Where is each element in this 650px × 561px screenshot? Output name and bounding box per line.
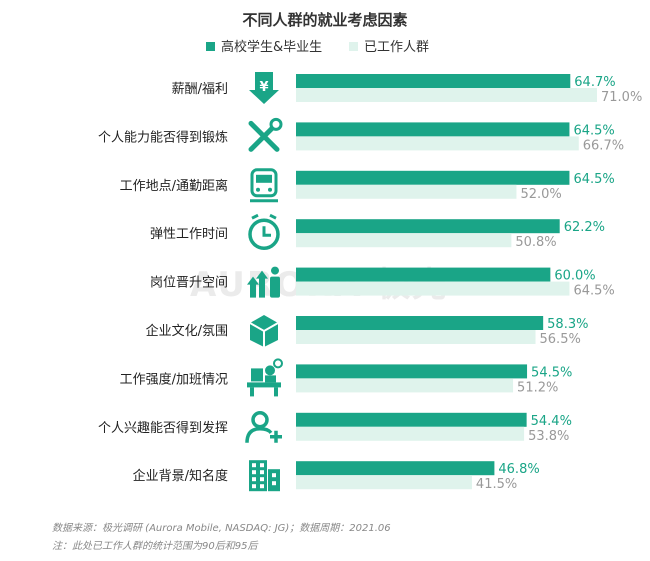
bar-series-b (296, 426, 525, 441)
bar-series-b (296, 281, 570, 296)
legend-label-series-b: 已工作人群 (364, 40, 429, 55)
chart-row: 企业背景/知名度 46.8%41.5% (133, 460, 540, 492)
data-label-series-b: 50.8% (515, 235, 556, 250)
category-label: 个人能力能否得到锻炼 (98, 129, 228, 145)
bar-series-a (296, 267, 551, 282)
chart-row: 企业文化/氛围 58.3%56.5% (146, 315, 588, 347)
chart-row: 工作地点/通勤距离 64.5% 52.0% (120, 168, 615, 203)
category-label: 岗位晋升空间 (150, 276, 228, 291)
category-label: 工作地点/通勤距离 (120, 178, 228, 194)
building-icon (249, 460, 280, 492)
legend-swatch-series-a (206, 42, 215, 51)
category-label: 薪酬/福利 (172, 82, 228, 97)
chart-row: 岗位晋升空间 60.0%64.5% (150, 266, 615, 299)
legend: 高校学生&毕业生 已工作人群 (206, 39, 429, 55)
footnote-note: 注：此处已工作人群的统计范围为90后和95后 (52, 540, 258, 552)
data-label-series-a: 64.5% (573, 172, 614, 187)
promotion-icon (247, 266, 280, 298)
bar-series-a (296, 122, 570, 137)
train-icon (250, 168, 278, 203)
bar-series-b (296, 233, 512, 248)
bar-series-b (296, 378, 514, 393)
box-icon (249, 315, 279, 347)
bar-series-a (296, 74, 571, 88)
workload-icon (247, 358, 283, 397)
add-user-icon (245, 411, 282, 443)
data-label-series-a: 64.7% (574, 75, 615, 90)
data-label-series-a: 54.4% (531, 414, 572, 429)
category-label: 企业文化/氛围 (146, 323, 228, 339)
data-label-series-b: 51.2% (517, 380, 558, 395)
bar-series-a (296, 219, 560, 234)
bar-series-a (296, 316, 544, 330)
bar-series-b (296, 88, 597, 102)
chart-rows: 薪酬/福利 ¥64.7%71.0%个人能力能否得到锻炼 64.5%66.7%工作地点… (98, 72, 642, 492)
yuan-down-arrow-icon: ¥ (249, 72, 279, 104)
footnote-source: 数据来源：极光调研 (Aurora Mobile, NASDAQ: JG)；数据… (52, 522, 391, 534)
bar-series-a (296, 170, 570, 185)
chart-row: 弹性工作时间 62.2% 50.8% (150, 213, 605, 250)
chart-row: 工作强度/加班情况 54.5%51.2% (120, 358, 572, 397)
category-label: 企业背景/知名度 (133, 468, 228, 484)
data-label-series-a: 58.3% (547, 317, 588, 332)
data-label-series-b: 64.5% (573, 284, 614, 299)
clock-icon (248, 213, 280, 250)
chart-row: 薪酬/福利 ¥64.7%71.0% (172, 72, 642, 105)
tools-icon (248, 117, 283, 152)
data-label-series-b: 66.7% (583, 138, 624, 153)
data-label-series-a: 62.2% (564, 220, 605, 235)
data-label-series-a: 46.8% (498, 462, 539, 477)
data-label-series-a: 54.5% (531, 365, 572, 380)
data-label-series-a: 60.0% (554, 269, 595, 284)
data-label-series-b: 52.0% (520, 187, 561, 202)
bar-series-b (296, 184, 517, 199)
bar-series-a (296, 412, 527, 427)
bar-series-b (296, 136, 579, 151)
category-label: 个人兴趣能否得到发挥 (98, 420, 228, 436)
chart-row: 个人兴趣能否得到发挥 54.4%53.8% (98, 411, 572, 444)
category-label: 工作强度/加班情况 (120, 371, 228, 387)
data-label-series-b: 56.5% (540, 332, 581, 347)
legend-label-series-a: 高校学生&毕业生 (221, 39, 322, 55)
bar-series-b (296, 330, 536, 344)
legend-swatch-series-b (349, 42, 358, 51)
bar-series-a (296, 364, 528, 379)
data-label-series-b: 53.8% (528, 429, 569, 444)
chart-row: 个人能力能否得到锻炼 64.5%66.7% (98, 117, 624, 153)
bar-series-a (296, 461, 495, 476)
svg-text:¥: ¥ (259, 80, 268, 95)
data-label-series-b: 41.5% (476, 477, 517, 492)
data-label-series-b: 71.0% (601, 90, 642, 105)
data-label-series-a: 64.5% (573, 123, 614, 138)
category-label: 弹性工作时间 (150, 227, 228, 242)
chart-title: 不同人群的就业考虑因素 (242, 11, 407, 29)
bar-series-b (296, 475, 472, 490)
